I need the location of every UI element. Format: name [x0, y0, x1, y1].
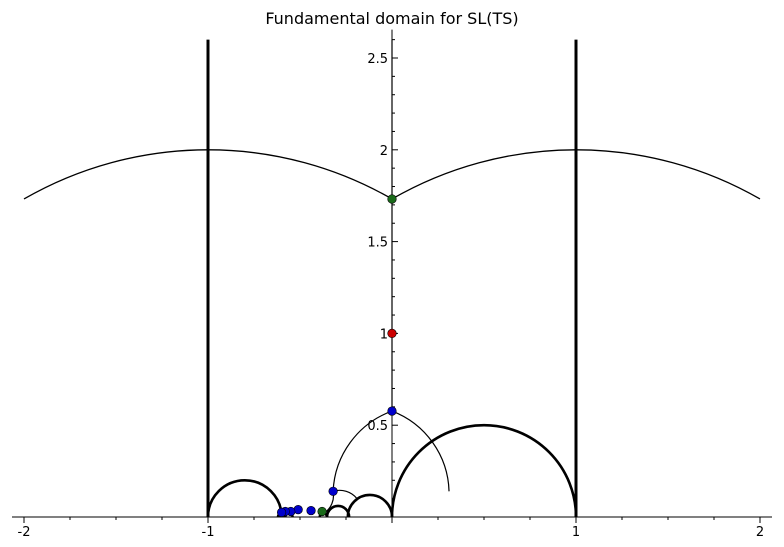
boundary-lines [206, 39, 578, 517]
geodesic-arc [346, 493, 394, 518]
large-arc [391, 149, 761, 200]
thin-curve [391, 410, 450, 492]
data-point [317, 506, 327, 517]
data-point [277, 507, 287, 518]
data-point [387, 194, 397, 204]
y-tick-label: 2.5 [367, 52, 388, 67]
data-point [328, 486, 338, 496]
chart-title: Fundamental domain for SL(TS) [265, 9, 518, 28]
x-tick-label: -1 [202, 525, 215, 540]
x-tick-label: 2 [756, 525, 764, 540]
data-point [306, 505, 316, 516]
geodesic-arc [325, 504, 351, 518]
x-tick-label: 1 [572, 525, 580, 540]
thin-curve [332, 410, 393, 492]
geodesic-arc [206, 479, 283, 518]
geodesic-arcs [23, 149, 761, 518]
data-point [387, 328, 397, 339]
geodesic-arc [390, 423, 578, 518]
axes: -2 -1 1 2 0.5 1 1.5 2 2.5 [12, 29, 772, 540]
data-point [387, 406, 397, 416]
y-tick-label: 0.5 [367, 419, 388, 434]
y-tick-label: 2 [380, 144, 388, 159]
large-arc [23, 149, 393, 200]
marked-points [277, 194, 397, 518]
y-tick-label: 1.5 [367, 236, 388, 251]
x-tick-label: -2 [18, 525, 31, 540]
y-tick-label: 1 [380, 327, 388, 342]
